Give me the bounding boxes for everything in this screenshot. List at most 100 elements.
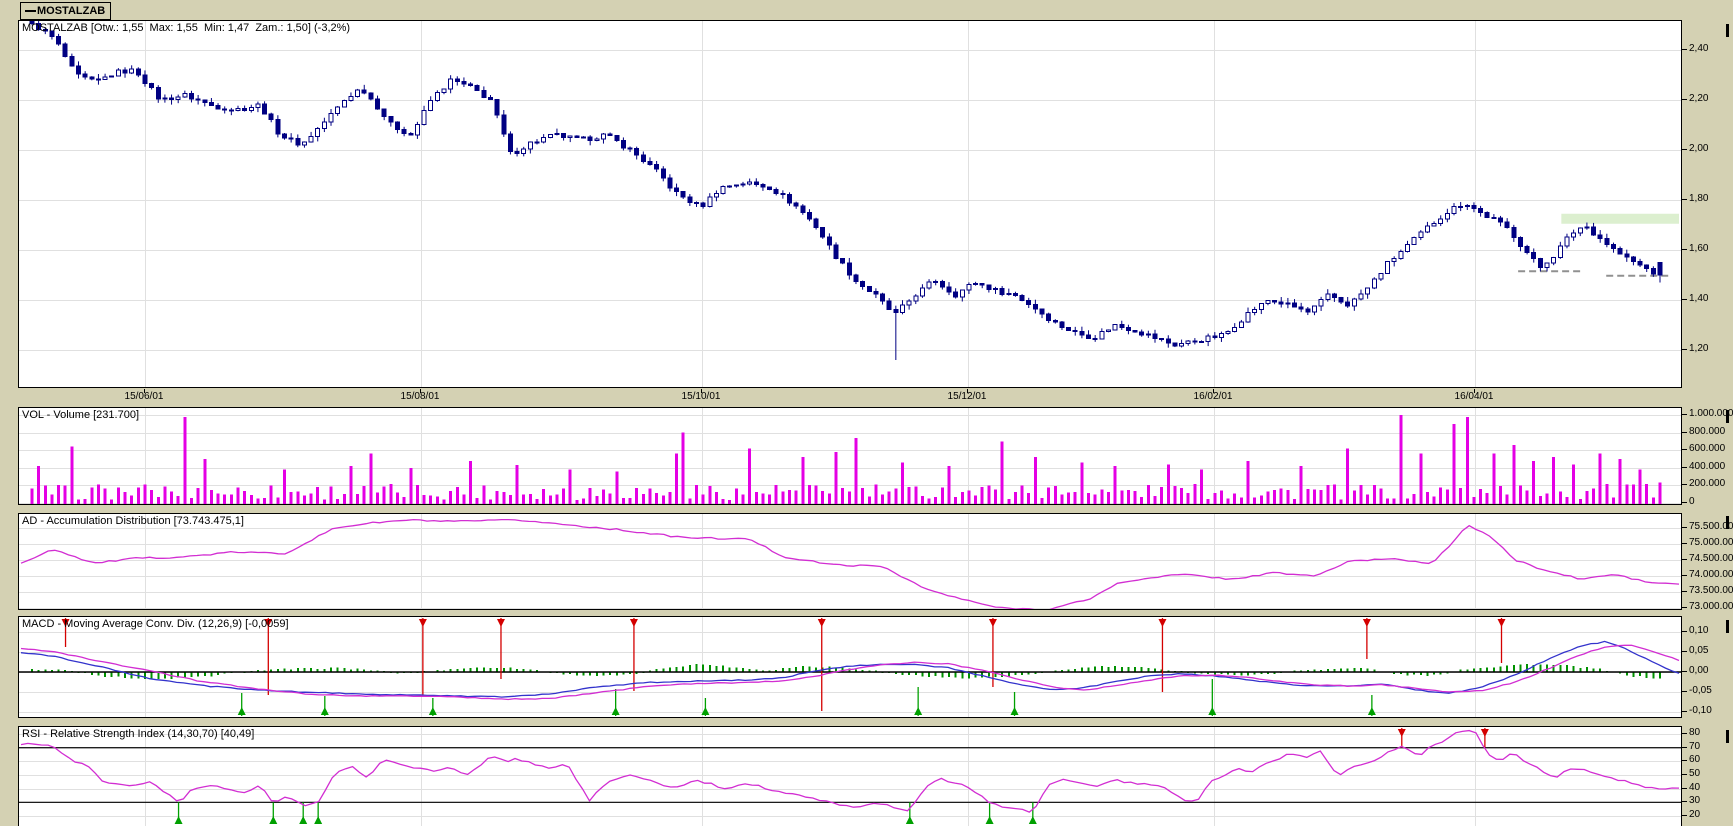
y-axis-tick-mark: [1682, 760, 1687, 761]
panel-scroll-marker: [1726, 516, 1729, 529]
y-axis-tick-label: 400.000: [1689, 461, 1726, 472]
rsi-panel: RSI - Relative Strength Index (14,30,70)…: [18, 726, 1682, 826]
y-axis-tick-mark: [1682, 711, 1687, 712]
y-axis-tick-mark: [1682, 299, 1687, 300]
y-axis-tick-mark: [1682, 691, 1687, 692]
y-axis-tick-label: 1,60: [1689, 243, 1709, 254]
ad-line: [20, 518, 1680, 609]
y-axis-tick-mark: [1682, 733, 1687, 734]
symbol-tab-label: MOSTALZAB: [37, 4, 106, 17]
x-axis-date-label: 15/10/01: [681, 391, 721, 402]
panel-scroll-marker: [1726, 24, 1729, 37]
y-axis-tick-label: 2,00: [1689, 143, 1709, 154]
volume-chart-canvas[interactable]: [19, 408, 1681, 504]
y-axis-tick-label: 30: [1689, 795, 1701, 806]
x-axis-tick-mark: [420, 389, 421, 393]
y-axis-tick-mark: [1682, 199, 1687, 200]
x-axis-date-label: 15/12/01: [947, 391, 987, 402]
sell-signal-arrow: [1497, 618, 1506, 663]
volume-bars-layer: [30, 415, 1662, 504]
candles-layer: [29, 21, 1663, 360]
rsi-chart-canvas[interactable]: [19, 727, 1681, 826]
panel-scroll-marker: [1726, 730, 1729, 743]
y-axis-tick-label: 1,80: [1689, 193, 1709, 204]
y-axis-tick-label: 75.000.000: [1689, 537, 1733, 548]
series-line-icon: [25, 9, 36, 12]
y-axis-tick-label: 75.500.000: [1689, 521, 1733, 532]
y-axis-tick-label: 0,05: [1689, 645, 1709, 656]
accumulation-distribution-panel: AD - Accumulation Distribution [73.743.4…: [18, 513, 1682, 610]
buy-signal-arrow: [299, 802, 308, 824]
highlight-band: [1561, 213, 1679, 224]
y-axis-tick-label: 74.000.000: [1689, 569, 1733, 580]
buy-signal-arrow: [314, 802, 323, 824]
x-axis-tick-mark: [1474, 389, 1475, 393]
macd-signal-line: [20, 644, 1680, 701]
buy-signal-arrow: [985, 802, 994, 824]
macd-panel-header: MACD - Moving Average Conv. Div. (12,26,…: [22, 618, 289, 630]
y-axis-tick-mark: [1682, 99, 1687, 100]
y-axis-tick-mark: [1682, 349, 1687, 350]
macd-chart-canvas[interactable]: [19, 617, 1681, 717]
price-panel-header: MOSTALZAB [Otw.: 1,55 Max: 1,55 Min: 1,4…: [22, 22, 351, 34]
buy-signal-arrow: [1367, 695, 1376, 716]
y-axis-tick-label: 1,40: [1689, 293, 1709, 304]
y-axis-tick-mark: [1682, 414, 1687, 415]
macd-panel: MACD - Moving Average Conv. Div. (12,26,…: [18, 616, 1682, 718]
x-axis-tick-mark: [967, 389, 968, 393]
ad-chart-canvas[interactable]: [19, 514, 1681, 609]
y-axis-tick-label: 73.500.000: [1689, 585, 1733, 596]
symbol-tab[interactable]: MOSTALZAB: [20, 2, 112, 20]
y-axis-tick-label: 60: [1689, 754, 1701, 765]
buy-signal-arrow: [320, 696, 329, 716]
y-axis-tick-mark: [1682, 631, 1687, 632]
volume-panel-header: VOL - Volume [231.700]: [22, 409, 139, 421]
y-axis-tick-label: 73.000.000: [1689, 601, 1733, 612]
y-axis-tick-mark: [1682, 449, 1687, 450]
sell-signal-arrow: [496, 618, 505, 679]
y-axis-tick-mark: [1682, 607, 1687, 608]
buy-signal-arrow: [701, 698, 710, 716]
sell-signal-arrow: [817, 618, 826, 711]
sell-signal-arrow: [629, 618, 638, 691]
y-axis-tick-mark: [1682, 788, 1687, 789]
buy-signal-arrow: [1010, 692, 1019, 716]
x-axis-date-label: 16/04/01: [1454, 391, 1494, 402]
y-axis-tick-mark: [1682, 801, 1687, 802]
sell-signal-arrow: [988, 618, 997, 687]
y-axis-tick-label: 1.000.000: [1689, 408, 1733, 419]
y-axis-tick-mark: [1682, 815, 1687, 816]
y-axis-tick-mark: [1682, 559, 1687, 560]
sell-signal-arrow: [1362, 618, 1371, 659]
y-axis-tick-mark: [1682, 671, 1687, 672]
price-panel: MOSTALZAB [Otw.: 1,55 Max: 1,55 Min: 1,4…: [18, 20, 1682, 388]
y-axis-tick-mark: [1682, 543, 1687, 544]
sell-signal-arrow: [1397, 728, 1406, 748]
y-axis-tick-label: 1,20: [1689, 343, 1709, 354]
panel-scroll-marker: [1726, 410, 1729, 423]
x-axis-tick-mark: [701, 389, 702, 393]
price-chart-canvas[interactable]: [19, 21, 1681, 387]
buy-signal-arrow: [905, 802, 914, 824]
y-axis-tick-label: 40: [1689, 782, 1701, 793]
y-axis-tick-label: 600.000: [1689, 443, 1726, 454]
y-axis-tick-mark: [1682, 249, 1687, 250]
buy-signal-arrow: [428, 698, 437, 716]
x-axis-date-label: 15/06/01: [124, 391, 164, 402]
y-axis-tick-mark: [1682, 747, 1687, 748]
ad-panel-header: AD - Accumulation Distribution [73.743.4…: [22, 515, 244, 527]
buy-signal-arrow: [611, 689, 620, 716]
y-axis-tick-label: 20: [1689, 809, 1701, 820]
y-axis-tick-mark: [1682, 591, 1687, 592]
y-axis-tick-mark: [1682, 502, 1687, 503]
y-axis-tick-label: 200.000: [1689, 478, 1726, 489]
y-axis-tick-label: -0,10: [1689, 705, 1712, 716]
buy-signal-arrow: [174, 802, 183, 824]
panel-scroll-marker: [1726, 620, 1729, 633]
volume-panel: VOL - Volume [231.700]: [18, 407, 1682, 505]
y-axis-tick-label: 2,40: [1689, 43, 1709, 54]
y-axis-tick-mark: [1682, 527, 1687, 528]
sell-signal-arrow: [418, 618, 427, 696]
y-axis-tick-label: 800.000: [1689, 426, 1726, 437]
